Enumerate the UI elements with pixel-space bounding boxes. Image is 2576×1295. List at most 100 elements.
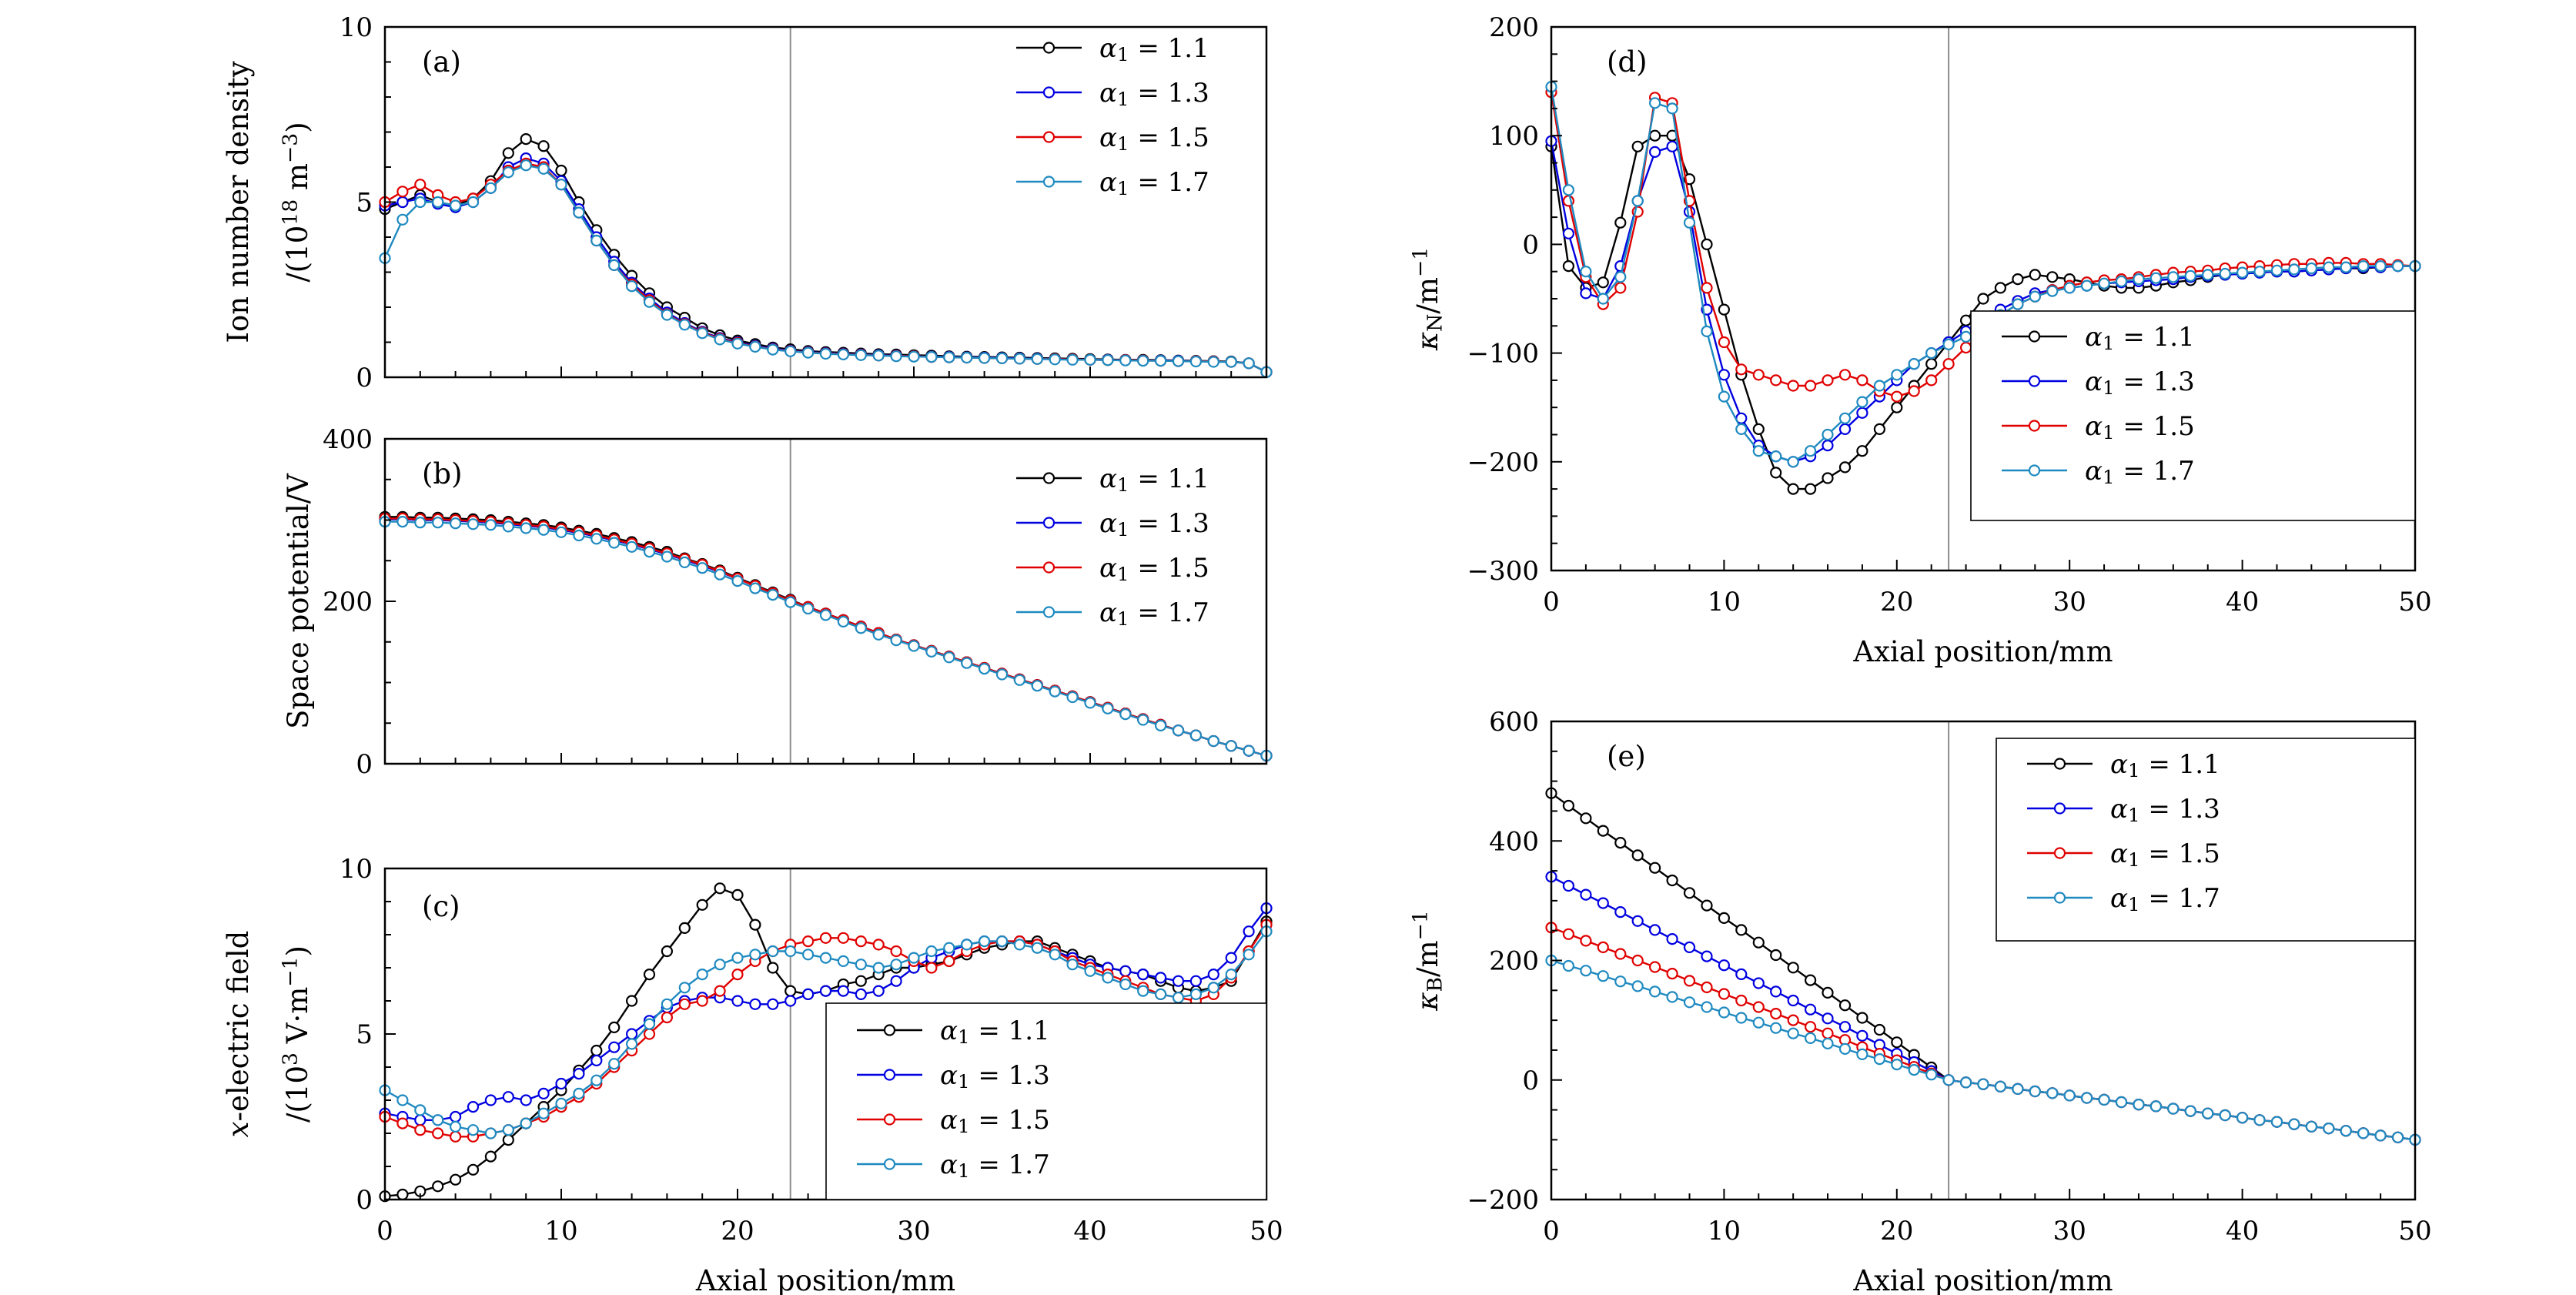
data-point-marker	[1873, 1052, 1885, 1066]
data-point-marker	[2098, 277, 2110, 289]
data-point-marker	[837, 985, 850, 997]
series-c-4	[379, 925, 1273, 1139]
panel-c: 0 10 20 30 40 50 0 5 10 Axial position/mm x-electr…	[222, 854, 1283, 1295]
data-point-marker	[1873, 423, 1885, 436]
data-point-marker	[731, 574, 744, 587]
data-point-marker	[1172, 975, 1185, 987]
x-tick-label: 30	[2053, 1216, 2086, 1246]
data-point-marker	[2046, 1087, 2059, 1099]
data-point-marker	[643, 968, 656, 981]
data-point-marker	[1735, 363, 1748, 376]
data-point-marker	[449, 517, 462, 530]
data-point-marker	[1562, 928, 1575, 940]
data-point-marker	[555, 1077, 567, 1090]
data-point-marker	[1649, 862, 1661, 874]
data-point-marker	[1119, 708, 1132, 721]
legend-label: α1 = 1.1	[1099, 463, 1209, 496]
data-point-marker	[608, 1058, 621, 1070]
legend-label: α1 = 1.7	[2110, 883, 2220, 915]
legend: α1 = 1.1 α1 = 1.3 α1 = 1.5 α1 = 1.7	[1996, 738, 2416, 942]
legend-entry: α1 = 1.7	[1016, 597, 1209, 630]
data-point-marker	[1580, 812, 1592, 825]
data-point-marker	[837, 615, 850, 628]
legend-entry: α1 = 1.3	[1016, 78, 1209, 110]
legend-entry: α1 = 1.3	[2002, 366, 2195, 399]
data-point-marker	[908, 350, 920, 363]
data-point-marker	[785, 995, 797, 1007]
legend-marker	[1042, 42, 1055, 54]
data-point-marker	[978, 352, 991, 364]
data-point-marker	[1838, 369, 1852, 381]
legend-marker	[883, 1158, 896, 1170]
data-point-marker	[837, 348, 850, 360]
data-point-marker	[414, 1114, 427, 1126]
data-point-marker	[2253, 1114, 2266, 1126]
data-point-marker	[502, 520, 514, 533]
data-point-marker	[1102, 972, 1114, 984]
data-point-marker	[801, 949, 815, 961]
data-point-marker	[1942, 358, 1955, 370]
data-point-marker	[467, 1124, 480, 1136]
data-point-marker	[1580, 266, 1592, 278]
data-point-marker	[908, 952, 920, 964]
data-point-marker	[2063, 282, 2076, 294]
data-point-marker	[1683, 216, 1696, 229]
data-point-marker	[432, 1127, 444, 1139]
data-point-marker	[943, 955, 955, 968]
series-e-3	[1545, 922, 2421, 1146]
data-point-marker	[1838, 412, 1852, 424]
data-point-marker	[1225, 952, 1237, 964]
data-point-marker	[1683, 975, 1696, 987]
data-point-marker	[1243, 357, 1255, 370]
x-tick-label: 40	[2226, 587, 2259, 617]
series-line	[1551, 926, 2416, 1141]
data-point-marker	[449, 1130, 462, 1143]
data-point-marker	[467, 518, 480, 530]
data-point-marker	[467, 1163, 480, 1176]
series-a-4	[379, 159, 1273, 378]
data-point-marker	[1172, 724, 1185, 737]
data-point-marker	[2133, 1098, 2145, 1111]
data-point-marker	[2012, 273, 2024, 286]
data-point-marker	[1614, 975, 1627, 988]
data-point-marker	[2184, 1105, 2196, 1117]
data-point-marker	[432, 1114, 444, 1126]
legend-marker	[883, 1069, 896, 1081]
data-point-marker	[785, 945, 797, 958]
data-point-marker	[1942, 1074, 1955, 1086]
data-point-marker	[1597, 293, 1609, 305]
data-point-marker	[1805, 380, 1817, 392]
y-tick-label: 5	[356, 1019, 373, 1050]
legend-entry: α1 = 1.3	[857, 1060, 1050, 1093]
legend-label: α1 = 1.7	[2085, 456, 2195, 488]
legend-marker	[2028, 330, 2041, 343]
legend-marker	[1042, 86, 1055, 99]
x-tick-label: 20	[721, 1216, 754, 1246]
data-point-marker	[396, 196, 409, 209]
data-point-marker	[1207, 982, 1219, 994]
legend-label: α1 = 1.1	[940, 1016, 1050, 1048]
data-point-marker	[785, 345, 797, 357]
data-point-marker	[2288, 1118, 2300, 1130]
data-point-marker	[1666, 932, 1678, 945]
data-point-marker	[1649, 129, 1661, 142]
legend-entry: α1 = 1.1	[1016, 463, 1209, 496]
data-point-marker	[1752, 445, 1765, 457]
data-point-marker	[2167, 1103, 2180, 1115]
data-point-marker	[1822, 428, 1834, 441]
legend-entry: α1 = 1.7	[857, 1149, 1050, 1182]
data-point-marker	[396, 213, 409, 226]
data-point-marker	[2305, 1120, 2317, 1133]
data-point-marker	[520, 159, 532, 172]
data-point-marker	[1960, 330, 1972, 343]
data-point-marker	[2081, 279, 2093, 292]
data-point-marker	[872, 939, 885, 951]
data-point-marker	[1925, 1069, 1938, 1081]
x-tick-label: 50	[2398, 1216, 2431, 1246]
data-point-marker	[2149, 1100, 2162, 1113]
data-point-marker	[1597, 941, 1609, 954]
data-point-marker	[1908, 1063, 1920, 1076]
data-point-marker	[890, 975, 902, 987]
data-point-marker	[1735, 968, 1748, 981]
